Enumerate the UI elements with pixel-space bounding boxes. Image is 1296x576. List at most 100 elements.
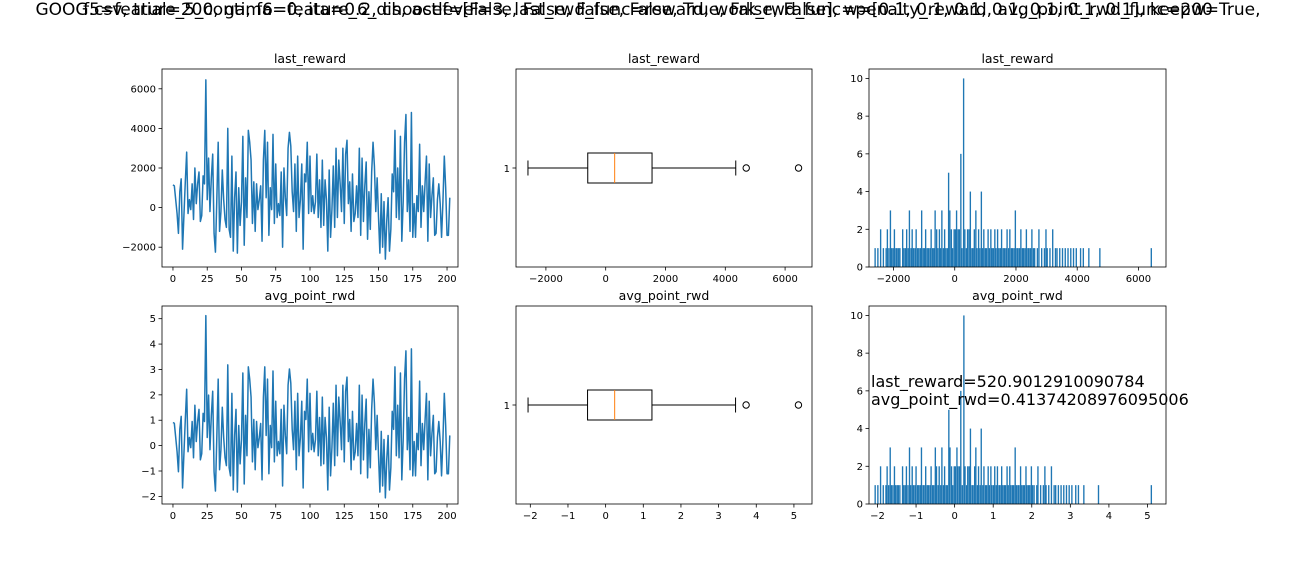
box-iqr xyxy=(587,389,653,421)
histogram-bar xyxy=(988,248,991,267)
histogram-bar xyxy=(1036,248,1039,267)
histogram-bar xyxy=(1029,248,1032,267)
x-tick-label: 100 xyxy=(300,274,319,285)
y-tick-label: −1 xyxy=(141,467,156,478)
histogram-bar xyxy=(922,248,924,267)
histogram-bar xyxy=(1063,485,1065,504)
histogram-bar xyxy=(941,210,943,267)
histogram-bar xyxy=(1004,485,1007,504)
histogram-bar xyxy=(984,248,987,267)
histogram-bar xyxy=(922,485,924,504)
x-tick-label: 75 xyxy=(269,274,282,285)
histogram-bar xyxy=(874,485,876,504)
histogram-bar xyxy=(896,248,898,267)
y-tick-label: −2000 xyxy=(122,243,156,254)
histogram-bar xyxy=(976,485,979,504)
y-tick-label: 4 xyxy=(150,340,156,351)
x-tick-label: −2000 xyxy=(877,274,911,285)
histogram-bar xyxy=(957,466,959,504)
x-tick-label: 6000 xyxy=(1126,274,1151,285)
y-tick-label: 6 xyxy=(857,386,863,397)
histogram-bar xyxy=(1001,466,1003,504)
histogram-bar xyxy=(971,248,973,267)
histogram-bar xyxy=(915,229,917,267)
histogram-bar xyxy=(899,248,901,267)
histogram-bar xyxy=(893,229,896,267)
histogram-bar xyxy=(1050,466,1053,504)
histogram-bar xyxy=(941,447,943,504)
histogram-bar xyxy=(1026,485,1028,504)
histogram-bar xyxy=(918,485,920,504)
histogram-bar xyxy=(896,485,898,504)
histogram-bar xyxy=(964,229,966,267)
histogram-bar xyxy=(897,485,899,504)
histogram-bar xyxy=(1048,485,1050,504)
histogram-bar xyxy=(984,485,987,504)
histogram-bar xyxy=(1075,485,1077,504)
histogram-bar xyxy=(1057,485,1060,504)
histogram-bar xyxy=(987,466,989,504)
histogram-bar xyxy=(945,248,947,267)
x-tick-label: 175 xyxy=(403,274,422,285)
histogram-bar xyxy=(909,485,912,504)
x-tick-label: 50 xyxy=(235,274,248,285)
x-tick-label: −1 xyxy=(909,511,924,522)
x-tick-label: 0 xyxy=(603,274,609,285)
histogram-bar xyxy=(901,466,904,504)
histogram-bar xyxy=(956,447,958,504)
histogram-bar xyxy=(1024,248,1026,267)
histogram-bar xyxy=(887,485,890,504)
subplot-title: avg_point_rwd xyxy=(972,288,1063,303)
histogram-bar xyxy=(960,390,962,504)
x-tick-label: 150 xyxy=(369,274,388,285)
histogram-bar xyxy=(882,485,884,504)
histogram-bar xyxy=(1011,485,1014,504)
histogram-bar xyxy=(976,248,978,267)
histogram-bar xyxy=(895,248,897,267)
histogram-bar xyxy=(972,485,974,504)
histogram-bar xyxy=(949,210,951,267)
histogram-bar xyxy=(1045,485,1047,504)
histogram-bar xyxy=(987,229,989,267)
histogram-bar xyxy=(1044,466,1046,504)
histogram-bar xyxy=(1017,485,1019,504)
histogram-bar xyxy=(893,466,896,504)
histogram-bar xyxy=(919,485,921,504)
histogram-bar xyxy=(918,248,920,267)
x-tick-label: 100 xyxy=(300,511,319,522)
histogram-bar xyxy=(1003,248,1006,267)
x-tick-label: 4000 xyxy=(1064,274,1089,285)
histogram-bar xyxy=(929,248,931,267)
histogram-bar xyxy=(985,248,988,267)
x-tick-label: 1 xyxy=(640,511,646,522)
subplot-title: avg_point_rwd xyxy=(619,288,710,303)
histogram-bar xyxy=(899,485,901,504)
histogram-bar xyxy=(950,229,953,267)
histogram-bar xyxy=(926,485,928,504)
histogram-bar xyxy=(912,248,915,267)
histogram-bar xyxy=(1056,248,1058,267)
y-tick-label: 0 xyxy=(857,263,863,274)
histogram-bar xyxy=(902,229,904,267)
annotation-last-reward: last_reward=520.9012910090784 xyxy=(871,372,1145,392)
histogram-bar xyxy=(932,248,934,267)
histogram-bar xyxy=(917,248,919,267)
histogram-bar xyxy=(1012,485,1015,504)
histogram-bar xyxy=(998,485,1000,504)
histogram-bar xyxy=(1014,210,1017,267)
histogram-bar xyxy=(904,485,906,504)
histogram-bar xyxy=(892,248,894,267)
histogram-bar xyxy=(929,485,931,504)
x-tick-label: 4 xyxy=(1106,511,1112,522)
histogram-bar xyxy=(916,485,919,504)
histogram-bar xyxy=(1041,248,1043,267)
histogram-bar xyxy=(960,153,962,267)
x-tick-label: −1 xyxy=(561,511,576,522)
histogram-bar xyxy=(923,485,925,504)
histogram-bar xyxy=(914,248,916,267)
histogram-bar xyxy=(886,466,888,504)
x-tick-label: −2000 xyxy=(529,274,563,285)
y-tick-label: −2 xyxy=(141,492,156,503)
histogram-bar xyxy=(927,248,930,267)
